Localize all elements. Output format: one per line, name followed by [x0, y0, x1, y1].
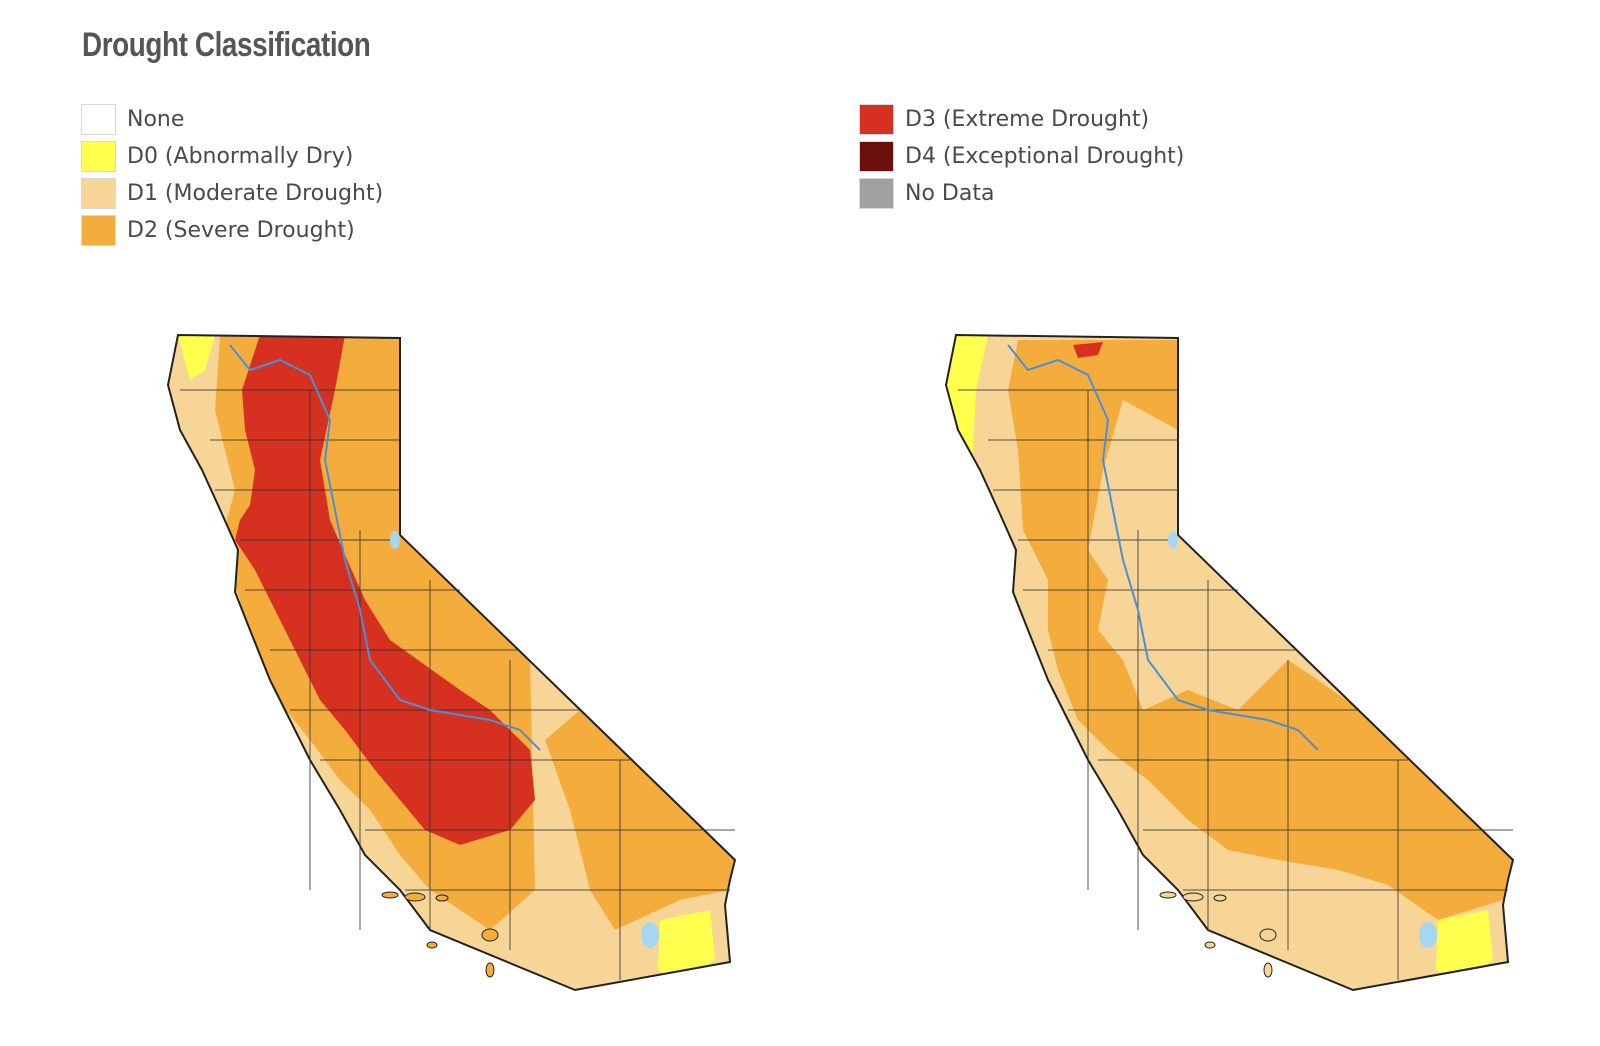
d2-swatch: [81, 215, 116, 246]
legend-label: D2 (Severe Drought): [127, 218, 355, 243]
legend-item-d0: D0 (Abnormally Dry): [81, 138, 383, 175]
state-outline-left: [166, 333, 737, 992]
drought-fill-right: [946, 335, 1513, 990]
river-right: [1007, 344, 1319, 751]
legend-item-nodata: No Data: [859, 175, 1184, 212]
map-left-svg: [166, 333, 737, 992]
california-drought-map-left: [160, 330, 760, 1030]
lake-tahoe-left: [390, 531, 400, 549]
state-outline-right: [944, 333, 1515, 992]
nodata-swatch: [859, 178, 894, 209]
legend-item-d2: D2 (Severe Drought): [81, 212, 383, 249]
legend-label: D1 (Moderate Drought): [127, 181, 384, 206]
county-lines-right: [958, 389, 1513, 980]
d0-swatch: [81, 141, 116, 172]
channel-islands-left: [381, 891, 499, 978]
legend-right: D3 (Extreme Drought) D4 (Exceptional Dro…: [859, 101, 1184, 212]
legend-left: None D0 (Abnormally Dry) D1 (Moderate Dr…: [81, 101, 383, 249]
none-swatch: [81, 104, 116, 135]
legend-item-none: None: [81, 101, 383, 138]
map-right-svg: [944, 333, 1515, 992]
d3-swatch: [859, 104, 894, 135]
county-lines-left: [180, 389, 735, 980]
page-title: Drought Classification: [82, 26, 371, 64]
legend-item-d3: D3 (Extreme Drought): [859, 101, 1184, 138]
legend-label: No Data: [905, 181, 995, 206]
drought-fill-left: [168, 335, 735, 990]
legend-label: None: [127, 107, 185, 132]
california-drought-map-right: [938, 330, 1538, 1030]
legend-label: D0 (Abnormally Dry): [127, 144, 354, 169]
d4-swatch: [859, 141, 894, 172]
d1-swatch: [81, 178, 116, 209]
legend-label: D4 (Exceptional Drought): [905, 144, 1185, 169]
legend-item-d4: D4 (Exceptional Drought): [859, 138, 1184, 175]
lake-tahoe-right: [1168, 531, 1178, 549]
legend-label: D3 (Extreme Drought): [905, 107, 1150, 132]
salton-sea-left: [641, 922, 659, 948]
channel-islands-right: [1159, 891, 1277, 978]
river-left: [229, 344, 541, 751]
legend-item-d1: D1 (Moderate Drought): [81, 175, 383, 212]
salton-sea-right: [1419, 922, 1437, 948]
